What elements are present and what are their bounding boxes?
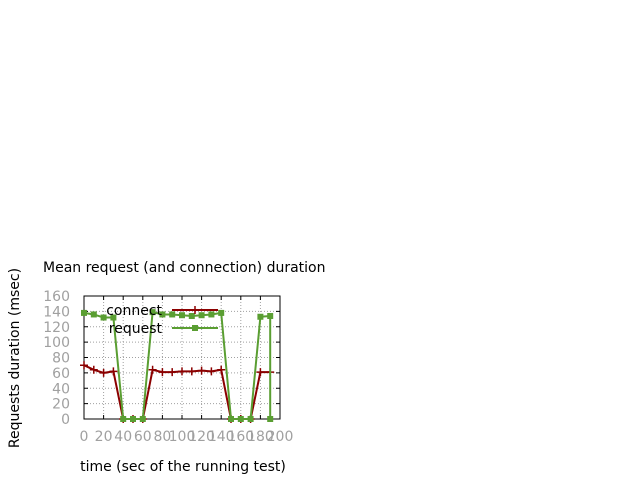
legend-marker-request	[192, 325, 198, 331]
point-request	[149, 309, 156, 316]
point-request	[247, 416, 254, 422]
point-connect	[187, 367, 196, 376]
x-tick-label: 80	[153, 429, 171, 445]
point-request	[81, 309, 87, 316]
x-tick-label: 20	[95, 429, 113, 445]
x-tick-label: 100	[169, 429, 196, 445]
x-axis-label: time (sec of the running test)	[80, 459, 286, 475]
point-connect	[256, 368, 265, 377]
point-request	[169, 311, 176, 318]
chart-title: Mean request (and connection) duration	[43, 260, 325, 276]
x-tick-label: 0	[80, 429, 89, 445]
y-tick-label: 20	[52, 397, 70, 413]
y-tick-label: 0	[61, 412, 70, 428]
point-request	[198, 312, 205, 319]
point-request	[130, 416, 136, 422]
x-tick-label: 60	[134, 429, 152, 445]
point-connect	[217, 365, 226, 374]
x-tick-label: 160	[227, 429, 254, 445]
point-connect	[197, 366, 206, 375]
y-axis-label: Requests duration (msec)	[7, 268, 23, 448]
series-layer	[80, 309, 275, 423]
point-request	[228, 416, 234, 422]
x-tick-label: 140	[208, 429, 235, 445]
legend-label-request: request	[109, 321, 163, 337]
y-tick-label: 160	[43, 289, 70, 305]
y-tick-label: 120	[43, 320, 70, 336]
point-request	[100, 314, 107, 321]
point-connect	[168, 368, 177, 377]
point-request	[218, 309, 225, 316]
y-tick-label: 100	[43, 335, 70, 351]
point-request	[188, 312, 195, 319]
point-request	[110, 314, 117, 321]
point-request	[90, 311, 97, 318]
point-request	[267, 416, 274, 422]
y-tick-label: 60	[52, 366, 70, 382]
point-request	[267, 312, 274, 319]
point-request	[237, 416, 244, 422]
point-connect	[178, 367, 186, 376]
y-tick-label: 80	[52, 351, 70, 367]
point-connect	[207, 367, 216, 376]
point-connect	[148, 365, 157, 374]
y-tick-label: 40	[52, 381, 70, 397]
grid	[84, 296, 280, 419]
point-connect	[89, 365, 98, 374]
x-tick-label: 200	[267, 429, 294, 445]
point-connect	[158, 368, 167, 377]
point-request	[139, 416, 146, 422]
x-tick-label: 120	[188, 429, 215, 445]
legend-marker-connect	[191, 306, 199, 314]
legend-label-connect: connect	[106, 303, 162, 319]
point-connect	[109, 367, 118, 376]
y-tick-label: 140	[43, 304, 70, 320]
x-tick-label: 40	[114, 429, 132, 445]
point-request	[208, 311, 215, 318]
point-request	[120, 416, 127, 422]
point-connect	[80, 361, 88, 370]
legend: connect request	[106, 303, 218, 337]
point-request	[159, 311, 166, 318]
point-request	[179, 312, 185, 319]
point-request	[257, 313, 264, 320]
x-tick-label: 180	[247, 429, 274, 445]
point-connect	[99, 368, 108, 377]
